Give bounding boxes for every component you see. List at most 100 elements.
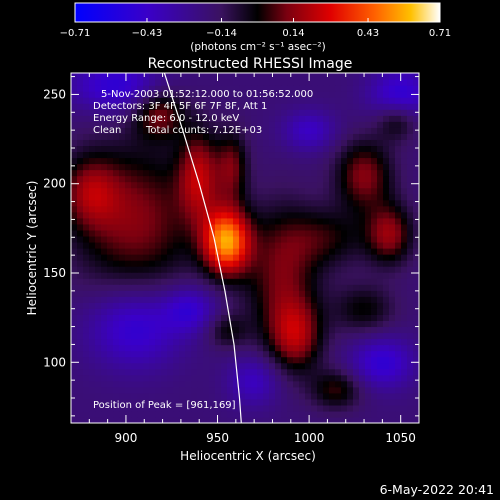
heatmap-cell bbox=[413, 79, 419, 86]
heatmap-cell bbox=[173, 404, 180, 412]
heatmap-cell bbox=[413, 350, 419, 358]
heatmap-cell bbox=[227, 338, 234, 346]
heatmap-cell bbox=[77, 229, 84, 237]
heatmap-cell bbox=[281, 163, 288, 171]
heatmap-cell bbox=[143, 127, 150, 134]
heatmap-cell bbox=[197, 151, 204, 159]
y-tick-label: 100 bbox=[43, 355, 66, 369]
heatmap-cell bbox=[383, 284, 390, 291]
heatmap-cell bbox=[149, 151, 156, 159]
heatmap-cell bbox=[191, 235, 198, 243]
heatmap-cell bbox=[107, 344, 114, 352]
heatmap-cell bbox=[371, 410, 378, 418]
heatmap-cell bbox=[143, 404, 150, 412]
heatmap-cell bbox=[293, 344, 300, 352]
heatmap-cell bbox=[161, 374, 168, 382]
heatmap-cell bbox=[179, 344, 186, 352]
heatmap-cell bbox=[239, 229, 246, 237]
heatmap-cell bbox=[89, 235, 96, 243]
heatmap-cell bbox=[347, 392, 354, 400]
heatmap-cell bbox=[143, 211, 150, 219]
heatmap-cell bbox=[317, 392, 324, 400]
heatmap-cell bbox=[365, 344, 372, 352]
heatmap-cell bbox=[401, 229, 408, 237]
heatmap-cell bbox=[245, 157, 252, 165]
heatmap-cell bbox=[275, 109, 282, 116]
heatmap-cell bbox=[245, 109, 252, 116]
heatmap-cell bbox=[101, 163, 108, 171]
heatmap-cell bbox=[143, 199, 150, 207]
heatmap-cell bbox=[185, 175, 192, 183]
heatmap-cell bbox=[83, 73, 90, 80]
heatmap-cell bbox=[353, 344, 360, 352]
heatmap-cell bbox=[311, 362, 318, 370]
heatmap-cell bbox=[347, 229, 354, 237]
heatmap-cell bbox=[281, 235, 288, 243]
heatmap-cell bbox=[329, 260, 336, 267]
heatmap-cell bbox=[251, 115, 258, 122]
colorbar-tick-label: −0.14 bbox=[206, 28, 237, 39]
heatmap-cell bbox=[395, 97, 402, 104]
heatmap-cell bbox=[299, 127, 306, 134]
heatmap-cell bbox=[191, 338, 198, 346]
heatmap-cell bbox=[245, 169, 252, 177]
heatmap-cell bbox=[257, 410, 264, 418]
heatmap-cell bbox=[251, 314, 258, 322]
heatmap-cell bbox=[299, 338, 306, 346]
heatmap-cell bbox=[323, 248, 330, 255]
heatmap-cell bbox=[293, 73, 300, 80]
heatmap-cell bbox=[167, 332, 174, 340]
heatmap-cell bbox=[245, 374, 252, 382]
heatmap-cell bbox=[293, 151, 300, 159]
heatmap-cell bbox=[221, 254, 228, 261]
heatmap-cell bbox=[311, 151, 318, 159]
heatmap-cell bbox=[365, 290, 372, 297]
heatmap-cell bbox=[377, 338, 384, 346]
heatmap-cell bbox=[389, 109, 396, 116]
heatmap-cell bbox=[215, 145, 222, 153]
heatmap-cell bbox=[281, 344, 288, 352]
heatmap-cell bbox=[407, 109, 414, 116]
heatmap-cell bbox=[197, 217, 204, 225]
heatmap-cell bbox=[407, 362, 414, 370]
heatmap-cell bbox=[101, 145, 108, 153]
heatmap-cell bbox=[395, 205, 402, 213]
heatmap-cell bbox=[209, 127, 216, 134]
heatmap-cell bbox=[167, 350, 174, 358]
heatmap-cell bbox=[221, 404, 228, 412]
heatmap-cell bbox=[167, 386, 174, 394]
heatmap-cell bbox=[137, 398, 144, 406]
heatmap-cell bbox=[269, 223, 276, 231]
heatmap-cell bbox=[233, 374, 240, 382]
heatmap-cell bbox=[137, 79, 144, 86]
heatmap-cell bbox=[329, 380, 336, 388]
heatmap-cell bbox=[347, 296, 354, 303]
heatmap-cell bbox=[401, 404, 408, 412]
heatmap-cell bbox=[167, 211, 174, 219]
heatmap-cell bbox=[389, 187, 396, 195]
heatmap-cell bbox=[137, 350, 144, 358]
heatmap-cell bbox=[191, 211, 198, 219]
heatmap-cell bbox=[371, 103, 378, 110]
heatmap-cell bbox=[143, 241, 150, 249]
heatmap-cell bbox=[377, 103, 384, 110]
heatmap-cell bbox=[227, 302, 234, 309]
heatmap-cell bbox=[119, 290, 126, 297]
heatmap-cell bbox=[71, 85, 78, 92]
heatmap-cell bbox=[77, 139, 84, 147]
heatmap-cell bbox=[89, 338, 96, 346]
heatmap-cell bbox=[179, 85, 186, 92]
heatmap-cell bbox=[89, 308, 96, 315]
heatmap-cell bbox=[119, 374, 126, 382]
heatmap-cell bbox=[341, 211, 348, 219]
heatmap-cell bbox=[233, 85, 240, 92]
heatmap-cell bbox=[113, 386, 120, 394]
heatmap-cell bbox=[203, 241, 210, 249]
heatmap-cell bbox=[281, 121, 288, 128]
heatmap-cell bbox=[149, 254, 156, 261]
heatmap-cell bbox=[113, 133, 120, 140]
heatmap-cell bbox=[269, 284, 276, 291]
heatmap-cell bbox=[275, 169, 282, 177]
heatmap-cell bbox=[305, 368, 312, 376]
heatmap-cell bbox=[299, 362, 306, 370]
